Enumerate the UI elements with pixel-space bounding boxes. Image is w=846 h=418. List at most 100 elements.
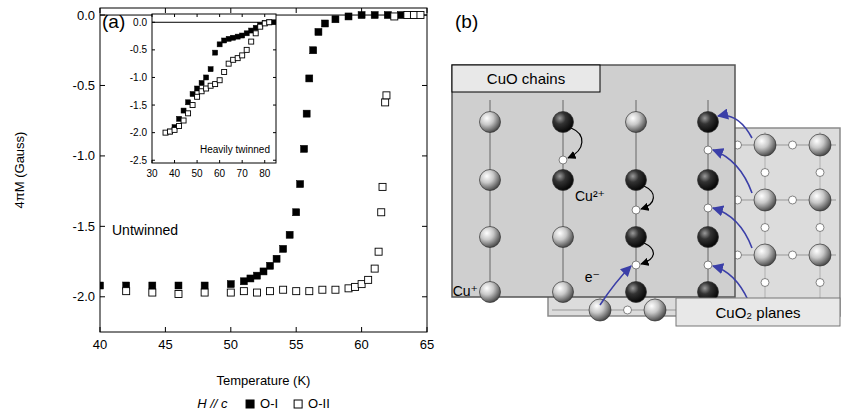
y-tick <box>422 226 427 227</box>
data-point <box>253 289 260 296</box>
data-point <box>231 35 236 40</box>
x-tick <box>165 327 166 332</box>
oxygen-atom <box>632 261 640 269</box>
cu-atom <box>480 170 501 191</box>
x-tick <box>264 160 265 163</box>
x-tick <box>230 327 231 332</box>
y-tick <box>422 155 427 156</box>
hop-arrow <box>568 128 582 158</box>
electron-label: e⁻ <box>585 269 600 285</box>
data-point <box>235 34 240 39</box>
y-tick <box>152 132 155 133</box>
data-point <box>267 262 274 269</box>
cu-atom <box>480 282 501 303</box>
x-tick <box>152 14 153 17</box>
y-tick <box>100 85 105 86</box>
data-point <box>365 276 372 283</box>
data-point <box>303 110 310 117</box>
data-point <box>358 12 365 19</box>
x-tick <box>427 327 428 332</box>
data-point <box>384 12 391 19</box>
x-tick <box>100 327 101 332</box>
oxygen-atom <box>624 306 632 314</box>
panel-label: (b) <box>455 11 478 32</box>
data-point <box>391 13 398 20</box>
y-tick-label: -1.0 <box>73 148 95 163</box>
x-tick <box>296 327 297 332</box>
legend-label: O-I <box>260 396 278 411</box>
data-point <box>352 283 359 290</box>
y-tick-label: -1.0 <box>130 72 148 83</box>
annotation: Heavily twinned <box>200 144 270 155</box>
data-point <box>240 278 247 285</box>
data-point <box>213 50 218 55</box>
x-tick-label: 50 <box>224 337 238 352</box>
cu-atom <box>809 244 831 266</box>
data-point <box>332 286 339 293</box>
cu2-atom <box>626 170 647 191</box>
cu2-atom <box>553 112 574 133</box>
data-point <box>280 245 287 252</box>
x-tick-label: 60 <box>214 168 226 179</box>
y-tick <box>100 155 105 156</box>
oxygen-atom <box>704 146 712 154</box>
x-tick-label: 65 <box>420 337 434 352</box>
cu-atom <box>754 189 776 211</box>
planes-label: CuO₂ planes <box>715 304 800 321</box>
oxygen-atom <box>761 169 769 177</box>
oxygen-atom <box>761 224 769 232</box>
data-point <box>208 67 213 72</box>
hop-arrow <box>641 243 653 264</box>
x-tick <box>230 8 231 13</box>
data-point <box>319 286 326 293</box>
data-point <box>227 289 234 296</box>
data-point <box>195 94 200 99</box>
data-point <box>253 272 260 279</box>
data-point <box>186 111 191 116</box>
x-tick-label: 80 <box>259 168 271 179</box>
data-point <box>371 265 378 272</box>
oxygen-atom <box>704 204 712 212</box>
plot-frame <box>152 14 276 163</box>
data-point <box>149 289 156 296</box>
x-tick <box>361 327 362 332</box>
cu-atom <box>480 227 501 248</box>
y-tick-label: -1.5 <box>130 100 148 111</box>
cu-atom <box>754 244 776 266</box>
marks <box>152 20 276 135</box>
x-tick-label: 50 <box>192 168 204 179</box>
data-point <box>175 290 182 297</box>
data-point <box>240 288 247 295</box>
transfer-arrow <box>713 266 748 300</box>
y-tick-label: -1.5 <box>73 219 95 234</box>
data-point <box>378 209 385 216</box>
cu2-atom <box>698 227 719 248</box>
data-point <box>260 268 267 275</box>
oxygen-atom <box>816 224 824 232</box>
cu-atom <box>809 134 831 156</box>
y-tick <box>100 226 105 227</box>
transfer-arrow <box>713 150 752 193</box>
zero-line <box>152 22 276 23</box>
y-tick <box>273 132 276 133</box>
chains-label-box <box>452 65 600 92</box>
oxygen-atom <box>816 169 824 177</box>
data-point <box>177 124 182 129</box>
x-tick <box>296 8 297 13</box>
data-point <box>240 53 245 58</box>
cu2-atom <box>698 112 719 133</box>
cu-atom <box>626 112 647 133</box>
data-point <box>315 28 322 35</box>
data-point <box>190 103 195 108</box>
cu-atom <box>589 299 611 321</box>
cu-atom <box>644 299 666 321</box>
data-point <box>181 118 186 123</box>
y-tick <box>273 160 276 161</box>
data-point <box>404 12 411 19</box>
data-point <box>280 286 287 293</box>
oxygen-atom <box>789 251 797 259</box>
data-point <box>244 31 249 36</box>
legend: H // cO-IO-II <box>197 396 330 411</box>
oxygen-atom <box>704 261 712 269</box>
x-tick <box>219 14 220 17</box>
